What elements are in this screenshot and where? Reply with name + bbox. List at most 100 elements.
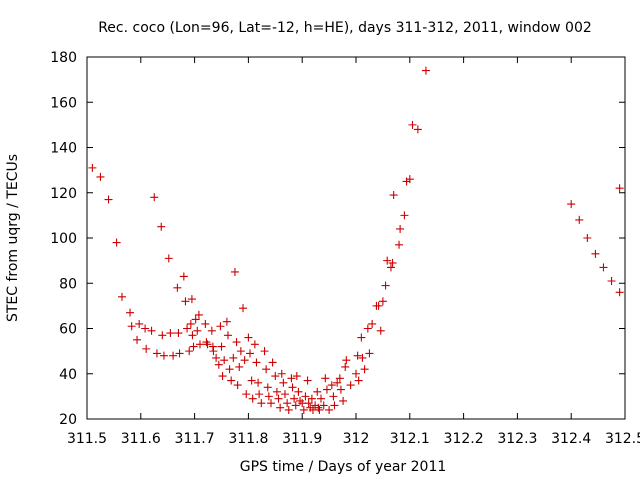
data-point xyxy=(239,304,248,313)
data-point xyxy=(191,315,200,324)
x-tick-label: 312.2 xyxy=(444,431,484,447)
data-point xyxy=(222,317,231,326)
x-tick-label: 311.8 xyxy=(228,431,268,447)
data-point xyxy=(244,333,253,342)
data-point xyxy=(336,385,345,394)
data-point xyxy=(268,358,277,367)
data-point xyxy=(374,301,383,310)
data-point xyxy=(339,396,348,405)
y-tick-label: 160 xyxy=(50,95,77,111)
y-tick-label: 60 xyxy=(59,322,77,338)
data-point xyxy=(183,324,192,333)
data-point xyxy=(583,234,592,242)
y-tick-label: 20 xyxy=(59,412,77,428)
data-point xyxy=(257,399,266,408)
data-point xyxy=(304,399,313,408)
data-point xyxy=(193,326,202,335)
data-point xyxy=(291,401,300,410)
data-point xyxy=(223,331,232,340)
data-point xyxy=(607,276,616,285)
data-point xyxy=(333,378,342,387)
y-tick-label: 40 xyxy=(59,367,77,383)
data-point xyxy=(247,376,256,385)
data-point xyxy=(150,193,159,202)
data-point xyxy=(242,390,251,399)
data-point xyxy=(181,297,190,306)
data-point xyxy=(279,378,288,387)
data-point xyxy=(395,240,404,249)
data-point xyxy=(615,184,624,193)
data-point xyxy=(567,200,576,209)
data-point xyxy=(187,295,196,304)
data-point xyxy=(246,349,255,358)
data-point xyxy=(271,372,280,381)
data-point xyxy=(358,353,367,362)
data-point xyxy=(185,347,194,356)
data-point xyxy=(400,211,409,220)
data-point xyxy=(212,353,221,362)
x-tick-label: 312.1 xyxy=(390,431,430,447)
data-point xyxy=(195,340,204,349)
data-point xyxy=(142,344,151,353)
data-point xyxy=(159,351,168,360)
data-point xyxy=(322,385,331,394)
data-point xyxy=(147,326,156,335)
data-point xyxy=(315,405,324,414)
data-point xyxy=(175,349,184,358)
x-tick-label: 312.4 xyxy=(551,431,591,447)
data-point xyxy=(127,322,136,331)
x-tick-label: 311.5 xyxy=(67,431,107,447)
data-point xyxy=(329,392,338,401)
y-tick-label: 140 xyxy=(50,141,77,157)
data-point xyxy=(368,319,377,328)
data-point xyxy=(255,390,264,399)
data-point xyxy=(166,329,175,338)
data-points xyxy=(88,66,624,414)
data-point xyxy=(157,222,166,231)
data-point xyxy=(421,66,430,75)
data-point xyxy=(313,387,322,396)
data-point xyxy=(288,383,297,392)
data-point xyxy=(299,405,308,414)
data-point xyxy=(353,351,362,360)
data-point xyxy=(287,374,296,383)
data-point xyxy=(174,329,183,338)
data-point xyxy=(378,297,387,306)
data-point xyxy=(276,403,285,412)
data-point xyxy=(173,283,182,292)
data-point xyxy=(262,365,271,374)
data-point xyxy=(169,351,178,360)
data-point xyxy=(274,394,283,403)
data-point xyxy=(591,249,600,258)
data-point xyxy=(96,172,105,181)
data-point xyxy=(294,387,303,396)
data-point xyxy=(201,319,210,328)
data-point xyxy=(341,362,350,371)
data-point xyxy=(363,324,372,333)
data-point xyxy=(209,347,218,356)
data-point xyxy=(357,333,366,342)
x-axis-label: GPS time / Days of year 2011 xyxy=(240,459,447,475)
data-point xyxy=(225,365,234,374)
data-point xyxy=(254,378,263,387)
x-tick-label: 311.9 xyxy=(282,431,322,447)
data-point xyxy=(405,175,414,184)
data-point xyxy=(360,365,369,374)
data-point xyxy=(264,392,273,401)
data-point xyxy=(229,353,238,362)
data-point xyxy=(342,356,351,365)
data-point xyxy=(135,319,144,328)
axis-ticks: 311.5 311.6 311.7 311.8 311.9 312 312.1 312.2 31… xyxy=(50,50,640,447)
data-point xyxy=(284,405,293,414)
y-tick-label: 180 xyxy=(50,50,77,66)
data-point xyxy=(216,322,225,331)
data-point xyxy=(188,331,197,340)
data-point xyxy=(189,342,198,351)
data-point xyxy=(230,267,239,276)
data-point xyxy=(220,356,229,365)
data-point xyxy=(227,376,236,385)
x-tick-label: 311.7 xyxy=(175,431,215,447)
data-point xyxy=(186,319,195,328)
data-point xyxy=(303,376,312,385)
